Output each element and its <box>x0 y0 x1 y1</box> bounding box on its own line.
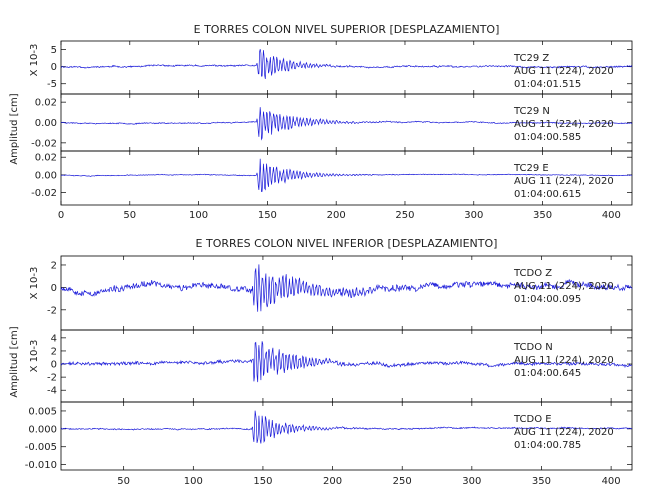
time-label-superior-e: 01:04:00.615 <box>514 189 581 200</box>
x-tick-label-inferior: 350 <box>532 476 551 487</box>
y-tick-label-superior-e: 0.00 <box>35 170 57 181</box>
panel-frame-superior-e <box>60 150 633 206</box>
y-tick-label-inferior-n: 4 <box>51 333 57 344</box>
y-tick-label-inferior-n: -4 <box>47 386 57 397</box>
trace-superior-z <box>60 49 633 80</box>
x-tick-label-superior: 150 <box>258 210 277 221</box>
station-label-inferior-e: TCDO E <box>513 414 552 425</box>
trace-inferior-z <box>60 264 633 312</box>
y-tick-label-inferior-n: 0 <box>51 360 57 371</box>
x-tick-label-inferior: 50 <box>117 476 130 487</box>
date-label-inferior-n: AUG 11 (224), 2020 <box>514 355 614 366</box>
trace-inferior-e <box>60 410 633 444</box>
y-axis-label-inferior: Amplitud [cm] <box>9 326 20 397</box>
scale-label-superior-z: X 10-3 <box>29 44 40 77</box>
y-tick-label-inferior-z: 0 <box>51 283 57 294</box>
y-tick-label-superior-z: 0 <box>51 62 57 73</box>
x-tick-label-inferior: 250 <box>393 476 412 487</box>
y-tick-label-inferior-e: 0.005 <box>28 406 57 417</box>
scale-label-inferior-z: X 10-3 <box>29 267 40 300</box>
x-tick-label-superior: 400 <box>602 210 621 221</box>
date-label-superior-e: AUG 11 (224), 2020 <box>514 176 614 187</box>
time-label-inferior-e: 01:04:00.785 <box>514 440 581 451</box>
x-tick-label-inferior: 100 <box>184 476 203 487</box>
y-tick-label-superior-n: -0.02 <box>31 138 57 149</box>
y-tick-label-inferior-z: -2 <box>47 305 57 316</box>
x-tick-label-superior: 250 <box>395 210 414 221</box>
y-tick-label-superior-e: 0.02 <box>35 153 57 164</box>
time-label-inferior-z: 01:04:00.095 <box>514 294 581 305</box>
chart-title-superior: E TORRES COLON NIVEL SUPERIOR [DESPLAZAM… <box>194 23 500 36</box>
trace-superior-n <box>60 107 633 141</box>
x-tick-label-inferior: 300 <box>462 476 481 487</box>
x-tick-label-superior: 300 <box>464 210 483 221</box>
time-label-inferior-n: 01:04:00.645 <box>514 368 581 379</box>
x-tick-label-superior: 350 <box>533 210 552 221</box>
date-label-superior-n: AUG 11 (224), 2020 <box>514 119 614 130</box>
y-axis-label-superior: Amplitud [cm] <box>9 93 20 164</box>
y-tick-label-inferior-n: -2 <box>47 373 57 384</box>
y-tick-label-superior-e: -0.02 <box>31 188 57 199</box>
trace-superior-e <box>60 158 633 193</box>
time-label-superior-n: 01:04:00.585 <box>514 132 581 143</box>
x-tick-label-superior: 0 <box>58 210 64 221</box>
time-label-superior-z: 01:04:01.515 <box>514 79 581 90</box>
date-label-inferior-e: AUG 11 (224), 2020 <box>514 427 614 438</box>
y-tick-label-superior-n: 0.00 <box>35 118 57 129</box>
y-tick-label-inferior-e: -0.005 <box>25 442 57 453</box>
y-tick-label-inferior-e: -0.010 <box>25 460 57 471</box>
y-tick-label-inferior-n: 2 <box>51 346 57 357</box>
y-tick-label-superior-z: -5 <box>47 79 57 90</box>
station-label-inferior-n: TCDO N <box>513 342 553 353</box>
x-tick-label-superior: 100 <box>189 210 208 221</box>
x-tick-label-inferior: 150 <box>253 476 272 487</box>
x-tick-label-superior: 50 <box>123 210 136 221</box>
date-label-inferior-z: AUG 11 (224), 2020 <box>514 281 614 292</box>
station-label-superior-z: TC29 Z <box>513 53 549 64</box>
y-tick-label-inferior-z: 2 <box>51 260 57 271</box>
panel-frame-inferior-e <box>60 401 633 471</box>
chart-title-inferior: E TORRES COLON NIVEL INFERIOR [DESPLAZAM… <box>196 237 498 250</box>
station-label-superior-e: TC29 E <box>513 163 549 174</box>
y-tick-label-inferior-e: 0.000 <box>28 424 57 435</box>
x-tick-label-inferior: 400 <box>602 476 621 487</box>
y-tick-label-superior-z: 5 <box>51 45 57 56</box>
trace-inferior-n <box>60 341 633 383</box>
station-label-superior-n: TC29 N <box>513 106 550 117</box>
station-label-inferior-z: TCDO Z <box>513 268 552 279</box>
panel-frame-inferior-n <box>60 329 633 403</box>
scale-label-inferior-n: X 10-3 <box>29 340 40 373</box>
date-label-superior-z: AUG 11 (224), 2020 <box>514 66 614 77</box>
y-tick-label-superior-n: 0.02 <box>35 98 57 109</box>
x-tick-label-superior: 200 <box>327 210 346 221</box>
x-tick-label-inferior: 200 <box>323 476 342 487</box>
